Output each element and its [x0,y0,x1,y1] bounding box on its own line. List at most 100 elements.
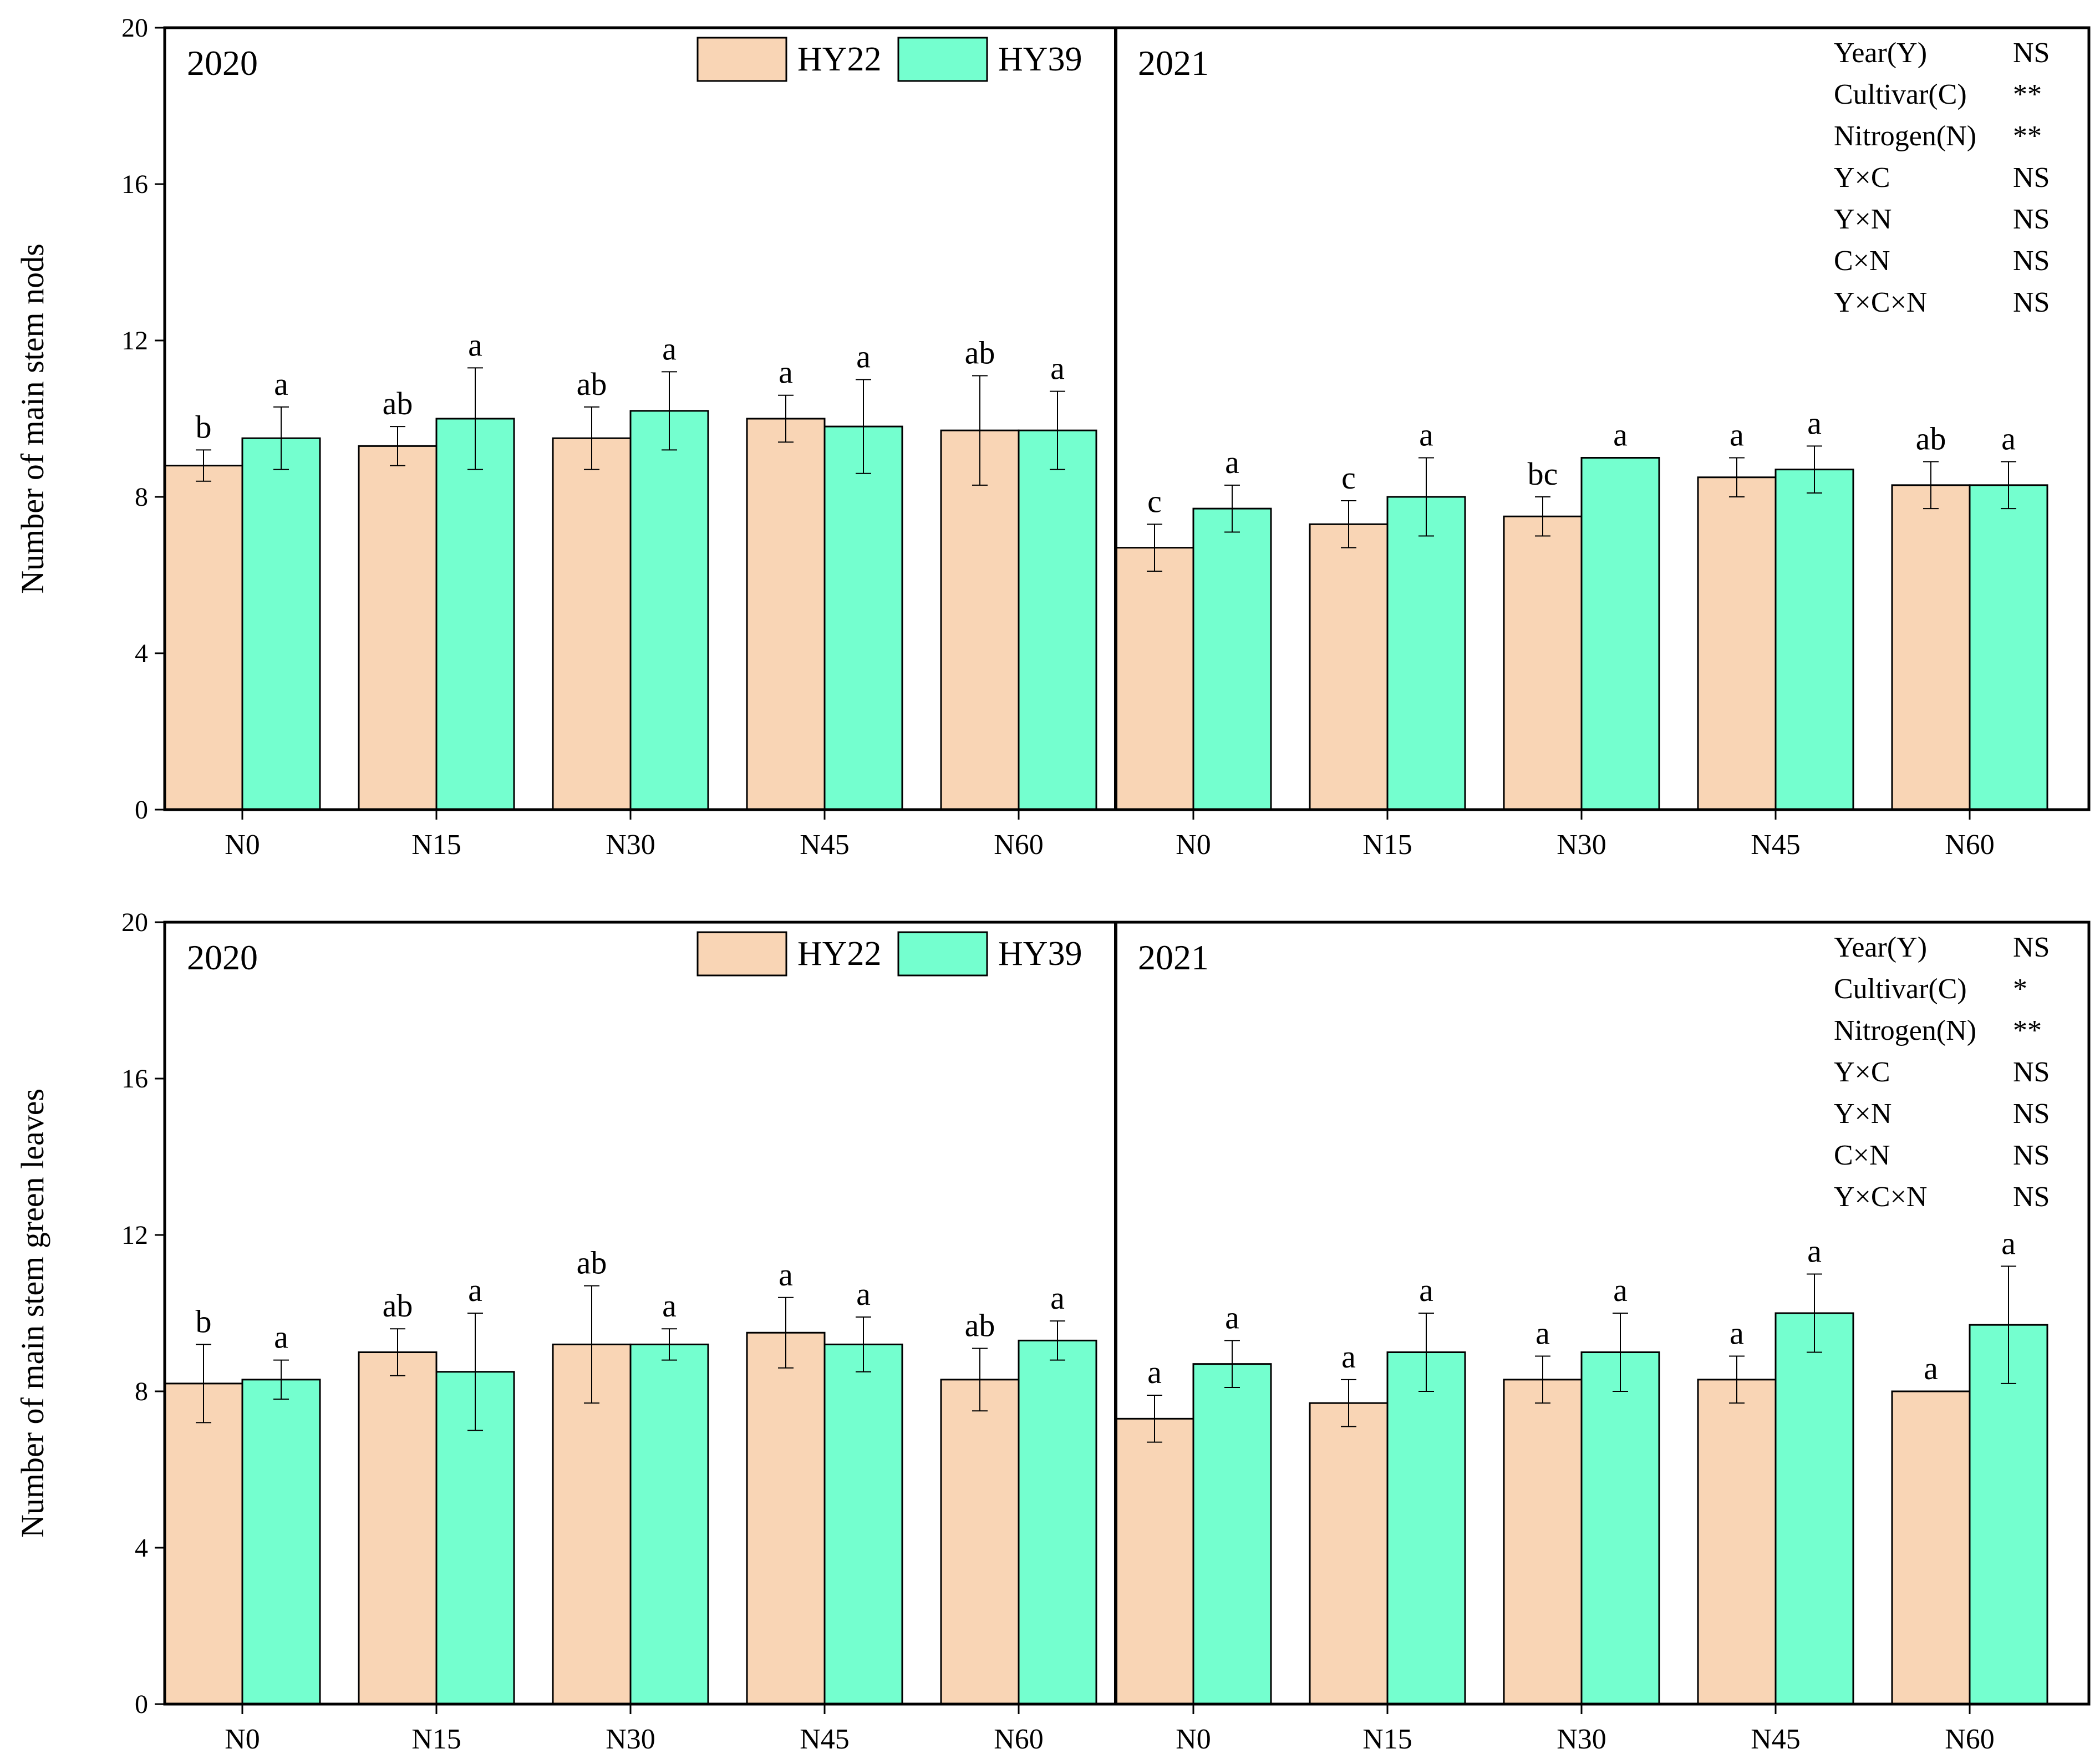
anova-term: Y×C×N [1834,287,1927,318]
x-tick-label: N45 [1751,829,1801,861]
x-tick-label: N0 [1176,1724,1211,1755]
bar-hy39-n30 [1580,457,1660,811]
bar-hy22-n0 [164,465,243,811]
significance-letter: a [1225,444,1239,480]
anova-term: Y×C [1834,1056,1890,1088]
significance-letter: a [1341,1339,1356,1375]
significance-letter: ab [965,334,995,370]
bar-hy22-n45 [746,418,826,811]
anova-value: * [2013,973,2027,1005]
bar-hy39-n60 [1018,1339,1097,1705]
significance-letter: a [662,331,677,367]
year-label: 2021 [1138,43,1209,83]
significance-letter: a [1807,405,1822,441]
anova-term: Y×C [1834,162,1890,194]
chart-1: 0 4 8 12 16 20 Number of main stem nods 2020 N0 b… [14,13,2091,861]
x-tick-label: N0 [1176,829,1211,861]
legend-label-hy39: HY39 [998,935,1082,973]
significance-letter: a [1730,417,1744,453]
bar-hy22-n30 [1503,515,1583,811]
significance-letter: a [1225,1299,1239,1335]
x-tick-label: N30 [606,829,655,861]
legend-swatch-hy39 [897,37,988,82]
y-axis-title: Number of main stem nods [14,243,50,593]
significance-letter: a [779,354,793,390]
bar-hy22-n0 [1115,547,1194,811]
legend: HY22 HY39 [696,37,1082,82]
significance-letter: ab [1916,421,1946,457]
plot-frame [163,921,2091,1706]
x-tick-label: N30 [1557,829,1606,861]
anova-term: Year(Y) [1834,932,1927,963]
bar-hy22-n15 [358,1351,438,1705]
significance-letter: b [196,1303,212,1339]
anova-value: NS [2013,245,2050,277]
significance-letter: a [779,1257,793,1293]
significance-letter: ab [965,1307,995,1343]
significance-letter: a [2001,421,2016,457]
year-label: 2021 [1138,938,1209,977]
legend-swatch-hy39 [897,931,988,977]
bar-hy22-n0 [164,1382,243,1705]
significance-letter: a [468,327,482,363]
anova-value: NS [2013,1056,2050,1088]
x-tick-label: N45 [800,829,850,861]
x-tick-label: N30 [606,1724,655,1755]
significance-letter: a [468,1272,482,1308]
bar-hy22-n60 [1891,484,1971,811]
bar-hy39-n45 [823,1343,903,1705]
significance-letter: ab [383,1288,413,1324]
bar-hy22-n15 [358,445,438,811]
anova-term: Y×N [1834,204,1891,235]
anova-value: NS [2013,1181,2050,1213]
bar-hy39-n45 [823,425,903,811]
anova-term: Nitrogen(N) [1834,1015,1976,1046]
bar-hy22-n45 [1697,476,1777,811]
anova-term: Cultivar(C) [1834,79,1967,110]
significance-letter: bc [1528,456,1558,492]
bar-hy39-n30 [629,1343,709,1705]
bar-hy22-n60 [1891,1390,1971,1705]
bar-hy22-n0 [1115,1417,1194,1705]
anova-term: C×N [1834,1140,1890,1171]
y-tick-label: 4 [135,1533,148,1563]
y-tick-label: 12 [121,326,148,355]
bar-hy39-n15 [435,418,515,811]
bar-hy22-n60 [940,1379,1020,1705]
plot-frame [163,26,2091,811]
x-tick-label: N60 [1945,829,1995,861]
anova-term: C×N [1834,245,1890,277]
bar-hy39-n15 [1386,1351,1466,1705]
significance-letter: a [662,1288,677,1324]
legend: HY22 HY39 [696,931,1082,977]
significance-letter: a [1807,1233,1822,1269]
anova-value: NS [2013,1140,2050,1171]
anova-term: Nitrogen(N) [1834,120,1976,152]
significance-letter: a [856,339,871,375]
x-tick-label: N15 [411,829,461,861]
y-tick-label: 0 [135,795,148,825]
bar-hy39-n60 [1969,484,2048,811]
legend-swatch-hy22 [696,37,787,82]
anova-term: Y×N [1834,1098,1891,1130]
anova-value: ** [2013,120,2042,152]
bar-hy22-n15 [1309,523,1389,811]
anova-term: Year(Y) [1834,37,1927,69]
bar-hy22-n30 [1503,1379,1583,1705]
y-tick-label: 8 [135,482,148,512]
bar-hy22-n60 [940,429,1020,811]
legend-label-hy22: HY22 [797,935,882,973]
significance-letter: a [1924,1350,1938,1386]
bar-hy22-n45 [1697,1379,1777,1705]
anova-value: NS [2013,204,2050,235]
x-tick-label: N45 [800,1724,850,1755]
significance-letter: ab [577,1245,607,1281]
x-tick-label: N60 [1945,1724,1995,1755]
panel-2020: 2020 N0 b a N15 ab a N30 ab a N45 a a N60 ab a [164,938,1097,1755]
significance-letter: b [196,409,212,445]
significance-letter: ab [383,385,413,421]
significance-letter: a [1613,1272,1628,1308]
anova-value: NS [2013,37,2050,69]
anova-value: NS [2013,287,2050,318]
